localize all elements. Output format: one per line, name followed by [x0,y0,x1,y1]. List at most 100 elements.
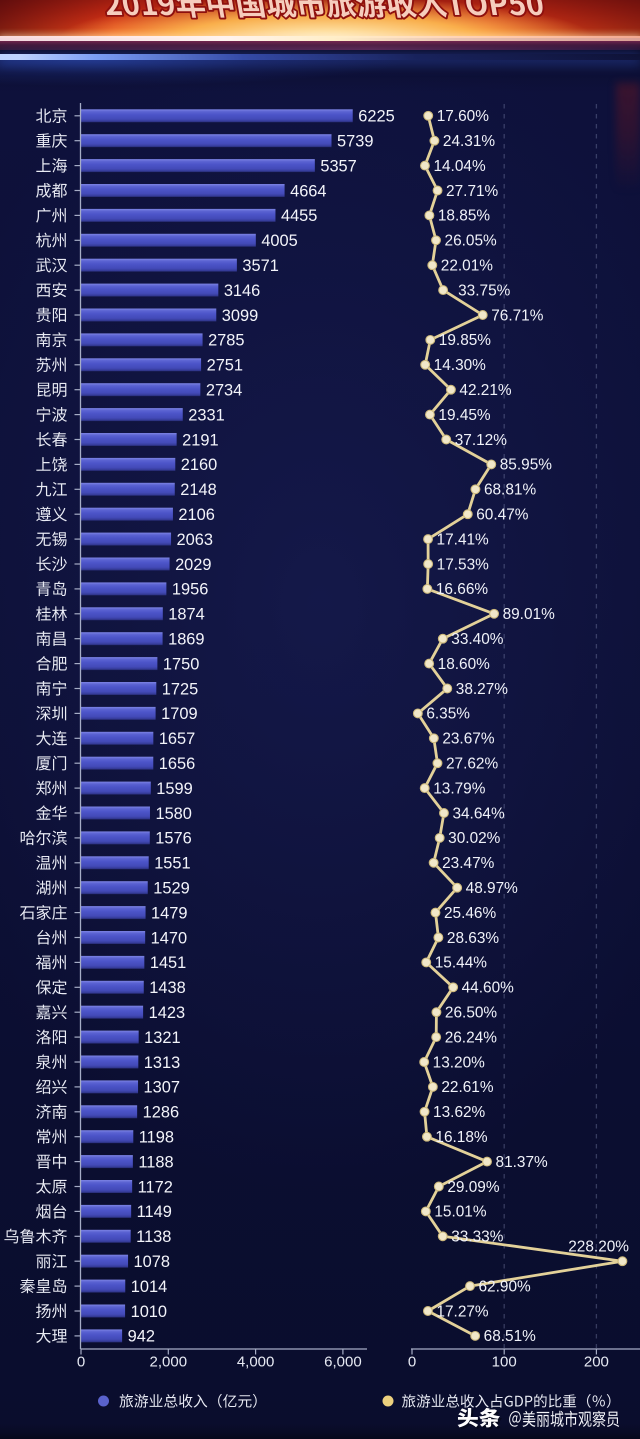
svg-text:14.30%: 14.30% [434,357,487,374]
svg-text:2331: 2331 [188,406,224,424]
svg-text:2191: 2191 [182,431,218,449]
svg-text:2106: 2106 [178,506,214,524]
svg-text:2160: 2160 [181,456,217,474]
svg-text:1014: 1014 [131,1278,167,1296]
svg-text:1321: 1321 [144,1029,180,1047]
svg-text:0: 0 [77,1354,85,1371]
svg-text:1423: 1423 [149,1004,185,1022]
svg-text:23.47%: 23.47% [442,855,495,872]
svg-text:17.27%: 17.27% [436,1303,489,1320]
svg-text:1479: 1479 [151,904,187,922]
svg-text:1438: 1438 [149,979,185,997]
svg-text:1198: 1198 [139,1129,174,1147]
svg-text:42.21%: 42.21% [459,382,512,399]
svg-text:3146: 3146 [224,282,260,300]
svg-text:1172: 1172 [138,1178,173,1196]
svg-text:1313: 1313 [144,1054,180,1072]
svg-text:4455: 4455 [281,207,317,225]
svg-text:1657: 1657 [159,730,195,748]
svg-text:13.62%: 13.62% [433,1104,486,1121]
svg-text:14.04%: 14.04% [433,158,486,175]
svg-text:3099: 3099 [222,307,258,325]
svg-text:13.79%: 13.79% [433,780,486,797]
svg-text:1576: 1576 [155,830,191,848]
svg-text:62.90%: 62.90% [478,1278,531,1295]
svg-text:33.33%: 33.33% [451,1229,504,1246]
svg-text:44.60%: 44.60% [462,980,515,997]
svg-text:22.61%: 22.61% [441,1079,494,1096]
svg-text:1149: 1149 [137,1203,172,1221]
svg-text:2734: 2734 [206,382,242,400]
svg-text:1656: 1656 [159,755,195,773]
svg-text:15.01%: 15.01% [434,1204,487,1221]
svg-text:1138: 1138 [136,1228,171,1246]
svg-text:1750: 1750 [163,655,199,673]
svg-text:2148: 2148 [180,481,216,499]
svg-text:13.20%: 13.20% [433,1054,486,1071]
svg-text:1529: 1529 [153,880,189,898]
svg-text:26.50%: 26.50% [445,1005,498,1022]
svg-text:4664: 4664 [290,182,326,200]
svg-text:26.05%: 26.05% [445,233,498,250]
svg-text:17.53%: 17.53% [437,556,490,573]
svg-text:1286: 1286 [143,1104,179,1122]
svg-text:19.45%: 19.45% [438,407,491,424]
svg-text:1188: 1188 [138,1153,173,1171]
svg-text:2785: 2785 [208,332,244,350]
svg-text:1307: 1307 [144,1079,180,1097]
svg-text:38.27%: 38.27% [456,681,509,698]
svg-text:2751: 2751 [207,357,243,375]
svg-text:6225: 6225 [358,108,394,126]
svg-text:15.44%: 15.44% [435,955,488,972]
svg-text:1451: 1451 [150,954,186,972]
svg-text:1725: 1725 [162,680,198,698]
svg-text:89.01%: 89.01% [503,606,556,623]
svg-text:34.64%: 34.64% [452,805,505,822]
svg-text:5357: 5357 [320,157,356,175]
svg-text:27.62%: 27.62% [446,756,499,773]
svg-text:1874: 1874 [168,606,204,624]
svg-text:4,000: 4,000 [237,1354,275,1371]
svg-text:17.60%: 17.60% [437,108,490,125]
svg-text:33.40%: 33.40% [451,631,504,648]
svg-text:17.41%: 17.41% [437,531,490,548]
svg-text:22.01%: 22.01% [441,258,494,275]
svg-text:2063: 2063 [177,531,213,549]
svg-text:33.75%: 33.75% [458,282,511,299]
svg-text:1599: 1599 [156,780,192,798]
svg-text:76.71%: 76.71% [491,307,544,324]
svg-text:28.63%: 28.63% [447,930,500,947]
svg-text:4005: 4005 [261,232,297,250]
svg-text:16.66%: 16.66% [436,581,489,598]
svg-text:68.81%: 68.81% [484,482,537,499]
svg-text:228.20%: 228.20% [568,1239,629,1256]
svg-text:25.46%: 25.46% [444,905,497,922]
svg-text:942: 942 [128,1328,155,1346]
svg-text:1709: 1709 [161,705,197,723]
svg-text:26.24%: 26.24% [445,1029,498,1046]
svg-text:5739: 5739 [337,133,373,151]
svg-text:37.12%: 37.12% [455,432,508,449]
svg-text:1551: 1551 [154,855,190,873]
svg-text:16.18%: 16.18% [435,1129,488,1146]
svg-text:6,000: 6,000 [324,1354,362,1371]
svg-text:0: 0 [408,1354,416,1371]
svg-text:27.71%: 27.71% [446,183,499,200]
svg-text:18.85%: 18.85% [438,208,491,225]
svg-text:200: 200 [584,1354,609,1371]
svg-text:100: 100 [492,1354,517,1371]
svg-text:23.67%: 23.67% [442,731,495,748]
svg-text:19.85%: 19.85% [439,332,492,349]
svg-text:48.97%: 48.97% [466,880,519,897]
svg-text:1956: 1956 [172,581,208,599]
svg-text:1078: 1078 [134,1253,170,1271]
svg-text:2029: 2029 [175,556,211,574]
svg-text:18.60%: 18.60% [438,656,491,673]
svg-text:81.37%: 81.37% [496,1154,549,1171]
svg-text:24.31%: 24.31% [443,133,496,150]
svg-text:60.47%: 60.47% [476,507,529,524]
svg-text:6.35%: 6.35% [426,706,470,723]
svg-text:2,000: 2,000 [150,1354,188,1371]
svg-text:1869: 1869 [168,631,204,649]
svg-text:85.95%: 85.95% [500,457,553,474]
